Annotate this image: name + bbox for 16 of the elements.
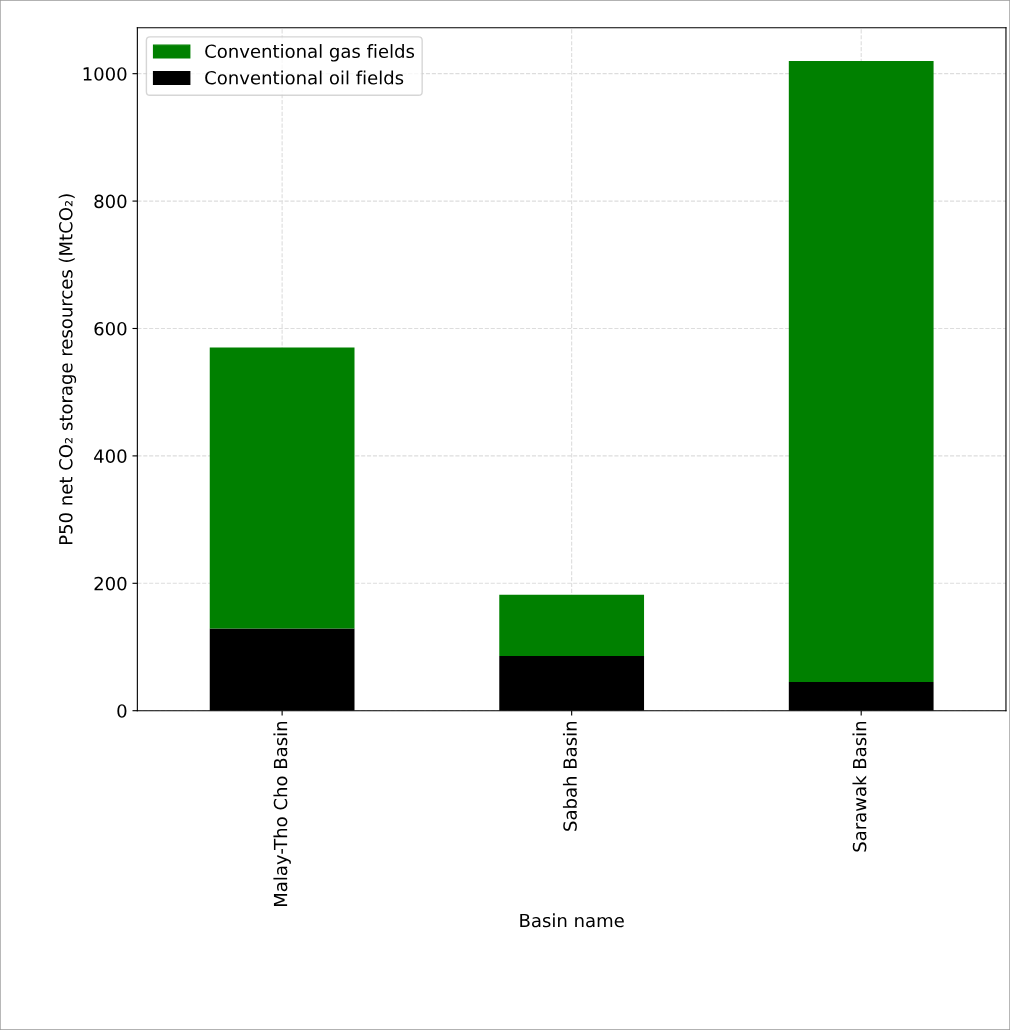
bar [788, 60, 934, 683]
y-tick-label: 1000 [83, 67, 127, 81]
legend-label: Conventional gas fields [205, 44, 415, 62]
y-tick-label: 200 [94, 576, 127, 591]
bar [209, 347, 355, 629]
legend-label: Conventional oil fields [205, 70, 404, 85]
y-tick-label: 0 [117, 704, 127, 718]
x-tick-label: Sabah Basin [562, 721, 577, 831]
y-tick-label: 600 [94, 321, 127, 336]
y-tick-label: 400 [94, 449, 127, 464]
x-tick-label: Malay-Tho Cho Basin [273, 721, 291, 907]
y-tick-label: 800 [94, 194, 127, 209]
bar [499, 594, 645, 656]
y-axis-title: P50 net CO₂ storage resources (MtCO₂) [58, 194, 77, 545]
x-axis-title: Basin name [520, 913, 624, 928]
x-tick-label: Sarawak Basin [852, 721, 867, 852]
